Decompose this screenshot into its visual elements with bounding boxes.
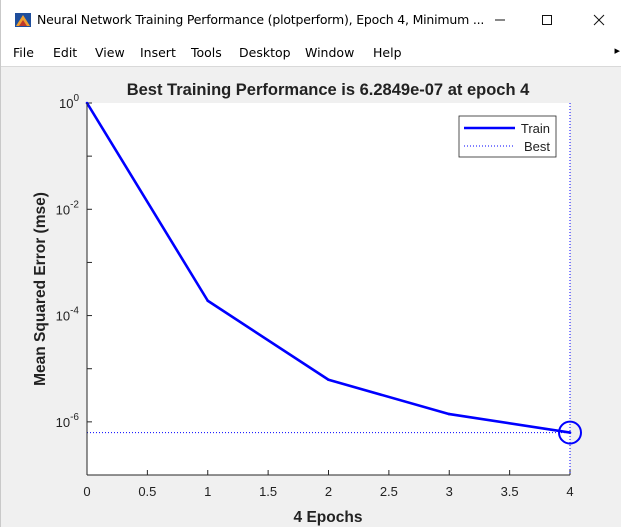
menu-bar: File Edit View Insert Tools Desktop Wind…	[1, 40, 621, 67]
y-axis-title: Mean Squared Error (mse)	[32, 192, 49, 386]
train-data-point	[568, 431, 572, 434]
menu-window[interactable]: Window	[305, 45, 355, 60]
y-tick-label: 10-2	[56, 199, 80, 217]
window-title: Neural Network Training Performance (plo…	[37, 12, 485, 27]
figure-canvas: Best Training Performance is 6.2849e-07 …	[1, 67, 621, 527]
maximize-icon	[542, 15, 552, 25]
y-ticks: 100 10-2 10-4 10-6	[56, 93, 92, 476]
x-tick-label: 0	[83, 484, 90, 499]
menu-insert[interactable]: Insert	[140, 45, 176, 60]
menu-view[interactable]: View	[95, 45, 125, 60]
legend[interactable]: Train Best	[458, 115, 557, 158]
x-tick-label: 4	[566, 484, 573, 499]
x-tick-label: 1.5	[259, 484, 277, 499]
minimize-icon	[495, 19, 505, 21]
axes-background	[87, 103, 570, 475]
menu-edit[interactable]: Edit	[53, 45, 78, 60]
best-marker	[558, 420, 582, 445]
close-button[interactable]	[576, 0, 621, 40]
matlab-app-icon	[15, 13, 31, 27]
x-ticks: 0 0.5 1 1.5 2 2.5 3 3.5 4	[83, 470, 574, 499]
y-tick-label: 100	[59, 93, 79, 111]
x-tick-label: 1	[204, 484, 211, 499]
train-data-point	[206, 299, 210, 303]
performance-plot[interactable]: Best Training Performance is 6.2849e-07 …	[1, 67, 621, 527]
menu-help[interactable]: Help	[373, 45, 402, 60]
legend-best-label: Best	[524, 139, 550, 154]
maximize-button[interactable]	[524, 0, 570, 40]
menu-desktop[interactable]: Desktop	[239, 45, 291, 60]
x-tick-label: 2.5	[380, 484, 398, 499]
legend-train-label: Train	[521, 121, 550, 136]
menu-file[interactable]: File	[13, 45, 34, 60]
title-bar[interactable]: Neural Network Training Performance (plo…	[1, 0, 621, 40]
train-data-point	[327, 378, 330, 382]
menu-tools[interactable]: Tools	[191, 45, 222, 60]
x-tick-label: 3.5	[501, 484, 519, 499]
x-axis-title: 4 Epochs	[294, 509, 363, 526]
series	[85, 101, 582, 475]
legend-box	[458, 115, 557, 158]
y-tick-label: 10-6	[56, 412, 80, 430]
close-icon	[593, 14, 605, 26]
minimize-button[interactable]	[477, 0, 523, 40]
chart-title: Best Training Performance is 6.2849e-07 …	[127, 81, 530, 99]
menu-overflow-arrow-icon[interactable]: ▸	[614, 45, 620, 57]
train-data-point	[447, 412, 451, 416]
y-tick-label: 10-4	[56, 306, 80, 324]
x-tick-label: 3	[446, 484, 453, 499]
x-tick-label: 0.5	[138, 484, 156, 499]
x-tick-label: 2	[325, 484, 332, 499]
